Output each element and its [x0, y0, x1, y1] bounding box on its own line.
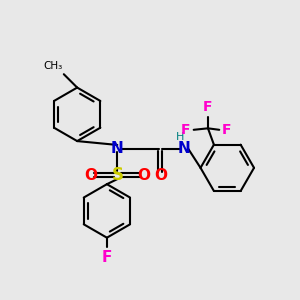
Text: F: F: [222, 123, 232, 137]
Text: S: S: [111, 166, 123, 184]
Text: O: O: [138, 168, 151, 183]
Text: N: N: [178, 141, 190, 156]
Text: F: F: [181, 123, 191, 137]
Text: O: O: [154, 168, 167, 183]
Text: N: N: [111, 141, 124, 156]
Text: F: F: [203, 100, 213, 114]
Text: F: F: [102, 250, 112, 265]
Text: O: O: [84, 168, 97, 183]
Text: CH₃: CH₃: [43, 61, 62, 71]
Text: H: H: [176, 132, 184, 142]
